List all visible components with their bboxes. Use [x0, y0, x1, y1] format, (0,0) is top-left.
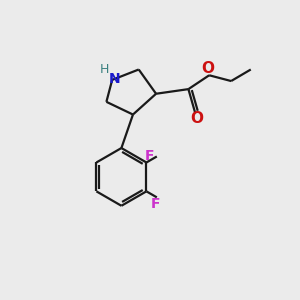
- Text: O: O: [191, 111, 204, 126]
- Text: N: N: [109, 72, 120, 86]
- Text: O: O: [202, 61, 214, 76]
- Text: F: F: [145, 149, 154, 164]
- Text: H: H: [99, 63, 109, 76]
- Text: F: F: [151, 197, 160, 211]
